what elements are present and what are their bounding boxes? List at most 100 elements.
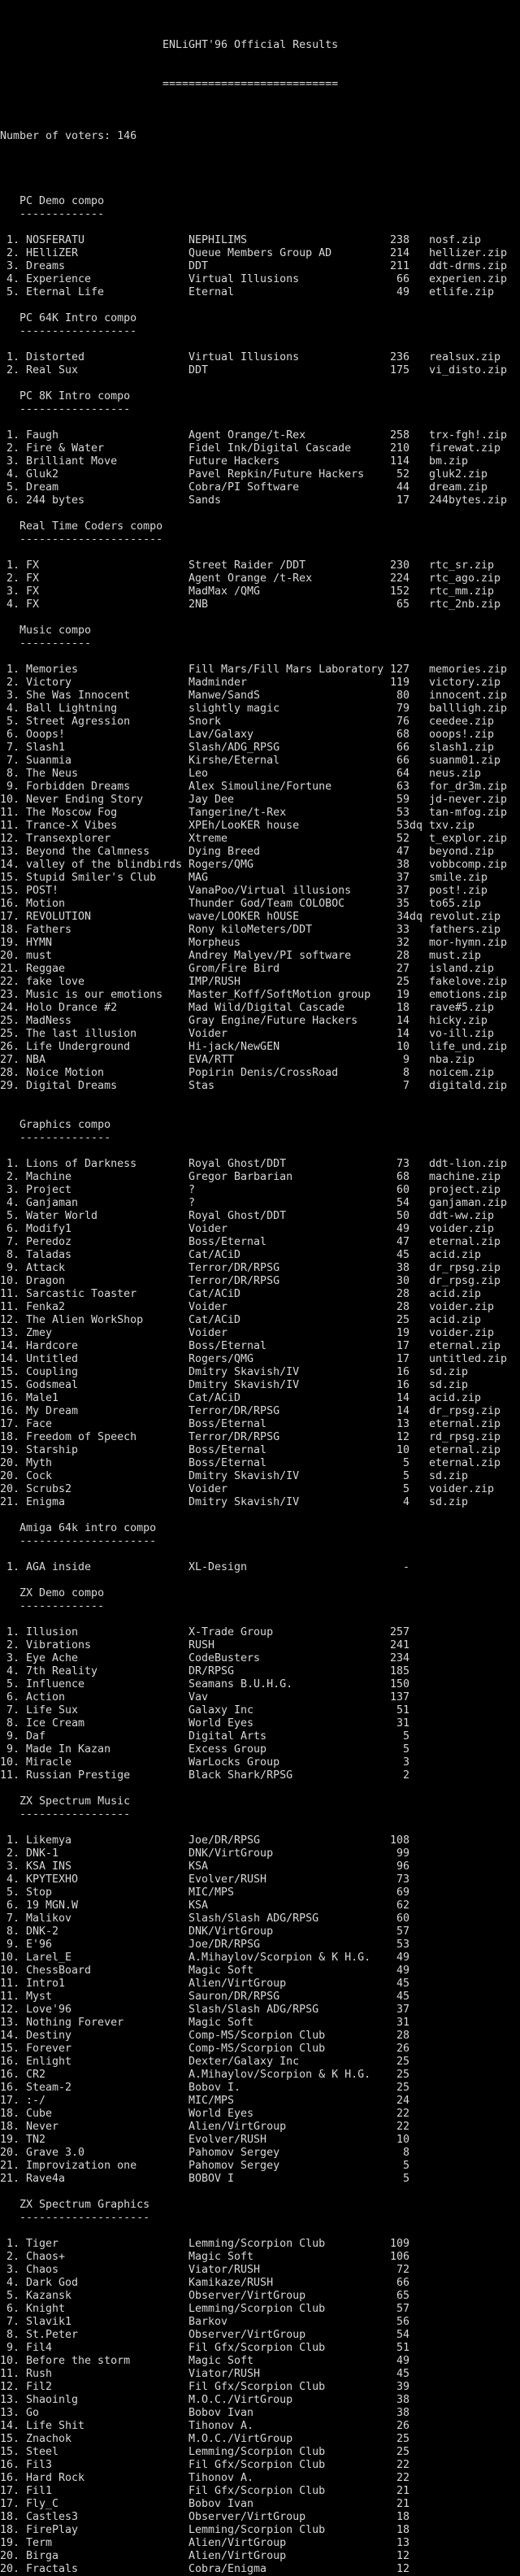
entry-rank: 1. bbox=[6, 1834, 20, 1847]
result-row: 1. Lions of Darkness Royal Ghost/DDT 73 ddt-… bbox=[0, 1158, 520, 1171]
entry-author: Voider bbox=[188, 1223, 228, 1235]
entry-title: Street Agression bbox=[26, 716, 131, 728]
entry-author: Black Shark/RPSG bbox=[188, 1769, 293, 1782]
entry-title: Music is our emotions bbox=[26, 989, 163, 1001]
entry-author: Observer/VirtGroup bbox=[188, 2329, 306, 2341]
entry-score: 66 bbox=[396, 755, 410, 767]
result-row: 16. Male1 Cat/ACiD 14 acid.zip bbox=[0, 1392, 520, 1405]
entry-rank: 3. bbox=[6, 455, 20, 468]
result-row: 29. Digital Dreams Stas 7 digitald.zip bbox=[0, 1080, 520, 1093]
entry-file: ddt-lion.zip bbox=[429, 1158, 508, 1170]
entry-author: Slash/ADG_RPSG bbox=[188, 742, 280, 754]
entry-author: Boss/Eternal bbox=[188, 1457, 267, 1469]
entry-author: Virtual Illusions bbox=[188, 351, 300, 363]
entry-title: Russian Prestige bbox=[26, 1769, 131, 1782]
entry-score: 52 bbox=[396, 833, 410, 845]
result-row: 1. Illusion X-Trade Group 257 bbox=[0, 1626, 520, 1639]
entry-score: 38 bbox=[396, 1262, 410, 1274]
entry-rank: 13. bbox=[0, 1327, 20, 1339]
entry-author: Virtual Illusions bbox=[188, 273, 300, 285]
entry-author: Dmitry Skavish/IV bbox=[188, 1470, 300, 1482]
entry-rank: 16. bbox=[0, 2472, 20, 2484]
entry-title: Eternal Life bbox=[26, 286, 105, 298]
result-row: 2. FX Agent Orange /t-Rex 224 rtc_ago.zip bbox=[0, 572, 520, 585]
section-title: Real Time Coders compo bbox=[20, 520, 163, 533]
result-row: 21. Enigma Dmitry Skavish/IV 4 sd.zip bbox=[0, 1496, 520, 1509]
entry-file: bm.zip bbox=[429, 455, 469, 468]
result-row: 6. Modify1 Voider 49 voider.zip bbox=[0, 1223, 520, 1236]
entry-file: etlife.zip bbox=[429, 286, 495, 298]
entry-score: 257 bbox=[390, 1626, 410, 1638]
entry-rank: 9. bbox=[6, 781, 20, 793]
result-row: 9. Daf Digital Arts 5 bbox=[0, 1730, 520, 1743]
section-underline: ------------- bbox=[20, 1600, 105, 1612]
entry-score: 65 bbox=[396, 598, 410, 611]
entry-title: Fractals bbox=[26, 2563, 79, 2575]
result-row: 1. Distorted Virtual Illusions 236 realsux.z… bbox=[0, 351, 520, 364]
result-row: 16. Steam-2 Bobov I. 25 bbox=[0, 2082, 520, 2095]
entry-author: Master_Koff/SoftMotion group bbox=[188, 989, 371, 1001]
entry-author: Mad Wild/Digital Cascade bbox=[188, 1002, 345, 1014]
entry-rank: 13. bbox=[0, 2017, 20, 2029]
entry-title: Likemya bbox=[26, 1834, 72, 1847]
entry-rank: 1. bbox=[6, 351, 20, 363]
entry-rank: 4. bbox=[6, 598, 20, 611]
entry-title: Ooops! bbox=[26, 729, 66, 741]
entry-author: Street Raider /DDT bbox=[188, 559, 306, 572]
entry-author: Terror/DR/RPSG bbox=[188, 1262, 280, 1274]
section-title: ZX Demo compo bbox=[20, 1587, 105, 1599]
result-row: 4. Dark God Kamikaze/RUSH 66 bbox=[0, 2277, 520, 2290]
section: ZX Spectrum Music ----------------- 1. Like… bbox=[0, 1795, 520, 2186]
entry-title: :-/ bbox=[26, 2095, 46, 2107]
result-row: 8. Ice Cream World Eyes 31 bbox=[0, 1717, 520, 1730]
entry-author: Alien/VirtGroup bbox=[188, 2121, 287, 2133]
entry-rank: 20. bbox=[0, 1483, 20, 1495]
entry-author: A.Mihaylov/Scorpion & K H.G. bbox=[188, 2069, 371, 2081]
entry-author: Lemming/Scorpion Club bbox=[188, 2238, 326, 2250]
entry-title: Nothing Forever bbox=[26, 2017, 124, 2029]
result-row: 19. Term Alien/VirtGroup 13 bbox=[0, 2537, 520, 2550]
entry-rank: 22. bbox=[0, 976, 20, 988]
entry-file: jd-never.zip bbox=[429, 794, 508, 806]
result-row: 20. Myth Boss/Eternal 5 eternal.zip bbox=[0, 1457, 520, 1470]
entry-rank: 3. bbox=[6, 1652, 20, 1664]
entry-title: KPYTEXHO bbox=[26, 1873, 79, 1886]
entry-score: 5 bbox=[402, 2160, 410, 2172]
entry-file: life_und.zip bbox=[429, 1041, 508, 1053]
entry-file: beyond.zip bbox=[429, 846, 495, 858]
entry-author: World Eyes bbox=[188, 2108, 254, 2120]
entry-score: 14 bbox=[396, 1028, 410, 1040]
entry-author: Cat/ACiD bbox=[188, 1392, 241, 1404]
entry-rank: 14. bbox=[0, 1340, 20, 1352]
entry-score: 37 bbox=[396, 872, 410, 884]
entry-score: 62 bbox=[396, 1899, 410, 1912]
entry-title: Fire & Water bbox=[26, 442, 105, 455]
entry-title: Victory bbox=[26, 677, 72, 689]
entry-score: 185 bbox=[390, 1665, 410, 1677]
section: Music compo ----------- 1. Memories Fill Mar… bbox=[0, 624, 520, 1093]
entry-author: Evolver/RUSH bbox=[188, 2134, 267, 2146]
result-row: 19. Starship Boss/Eternal 10 eternal.zip bbox=[0, 1444, 520, 1457]
entry-score: 236 bbox=[390, 351, 410, 363]
entry-score: 9 bbox=[402, 1054, 410, 1066]
entry-rank: 12. bbox=[0, 833, 20, 845]
entry-title: must bbox=[26, 950, 53, 962]
entry-title: The Moscow Fog bbox=[26, 807, 118, 819]
entry-score: 25 bbox=[396, 2082, 410, 2094]
entry-author: Observer/VirtGroup bbox=[188, 2511, 306, 2523]
entry-rank: 21. bbox=[0, 2160, 20, 2172]
entry-score: 108 bbox=[390, 1834, 410, 1847]
entry-score: 72 bbox=[396, 2264, 410, 2276]
entry-title: 19 MGN.W bbox=[26, 1899, 79, 1912]
result-row: 13. Beyond the Calmness Dying Breed 47 beyon… bbox=[0, 846, 520, 859]
entry-file: rd_rpsg.zip bbox=[429, 1431, 501, 1443]
entry-author: Stas bbox=[188, 1080, 215, 1092]
entry-score: 7 bbox=[402, 1080, 410, 1092]
result-row: 4. FX 2NB 65 rtc_2nb.zip bbox=[0, 598, 520, 611]
entry-score: 13 bbox=[396, 1418, 410, 1430]
entry-author: ? bbox=[188, 1197, 196, 1209]
entry-author: Rony kiloMeters/DDT bbox=[188, 924, 313, 936]
result-row: 12. Love'96 Slash/Slash ADG/RPSG 37 bbox=[0, 2004, 520, 2017]
section-rows: 1. AGA inside XL-Design - bbox=[0, 1561, 520, 1574]
entry-rank: 20. bbox=[0, 1457, 20, 1469]
